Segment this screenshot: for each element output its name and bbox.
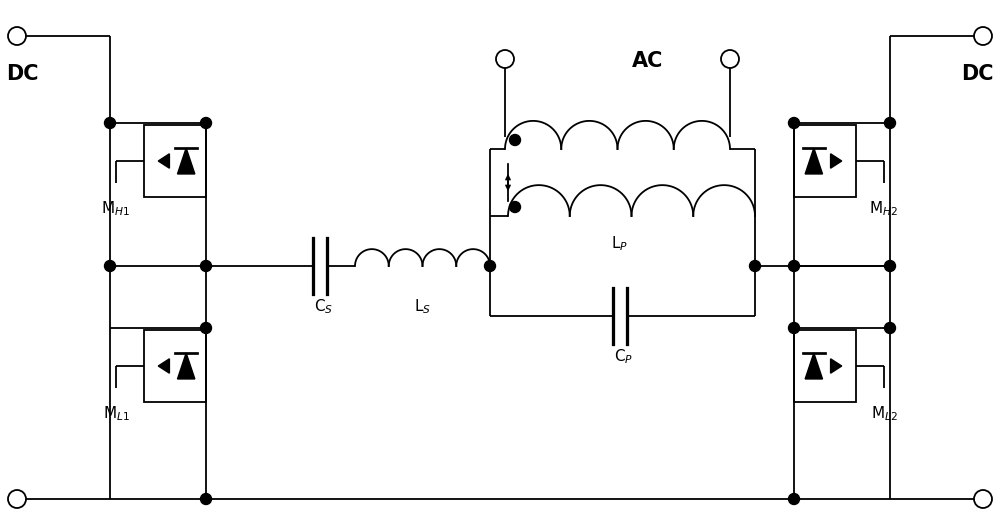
Polygon shape <box>158 154 169 168</box>
Polygon shape <box>158 359 169 373</box>
Text: AC: AC <box>632 51 663 71</box>
Text: C$_{P}$: C$_{P}$ <box>614 347 634 366</box>
Polygon shape <box>177 353 195 379</box>
Polygon shape <box>831 359 842 373</box>
Circle shape <box>885 118 896 129</box>
Text: M$_{L1}$: M$_{L1}$ <box>103 404 129 423</box>
Circle shape <box>200 493 212 504</box>
Circle shape <box>974 27 992 45</box>
Circle shape <box>788 322 800 333</box>
Text: M$_{H1}$: M$_{H1}$ <box>101 199 131 218</box>
Bar <box>794 125 856 197</box>
Text: C$_{S}$: C$_{S}$ <box>314 297 334 316</box>
Circle shape <box>8 490 26 508</box>
Circle shape <box>200 118 212 129</box>
Bar <box>144 330 206 402</box>
Circle shape <box>721 50 739 68</box>
Circle shape <box>8 27 26 45</box>
Circle shape <box>788 493 800 504</box>
Circle shape <box>496 50 514 68</box>
Polygon shape <box>805 353 823 379</box>
Text: M$_{H2}$: M$_{H2}$ <box>869 199 899 218</box>
Circle shape <box>788 260 800 271</box>
Text: M$_{L2}$: M$_{L2}$ <box>871 404 897 423</box>
Bar <box>794 330 856 402</box>
Circle shape <box>485 260 496 271</box>
Text: L$_{P}$: L$_{P}$ <box>611 234 629 253</box>
Circle shape <box>200 322 212 333</box>
Polygon shape <box>805 148 823 174</box>
Circle shape <box>885 260 896 271</box>
Circle shape <box>788 118 800 129</box>
Text: DC: DC <box>962 64 994 84</box>
Circle shape <box>885 322 896 333</box>
Bar <box>144 125 206 197</box>
Circle shape <box>510 202 520 213</box>
Text: L$_{S}$: L$_{S}$ <box>414 297 431 316</box>
Circle shape <box>104 118 116 129</box>
Polygon shape <box>831 154 842 168</box>
Polygon shape <box>177 148 195 174</box>
Circle shape <box>104 260 116 271</box>
Circle shape <box>750 260 761 271</box>
Circle shape <box>200 260 212 271</box>
Circle shape <box>510 134 520 145</box>
Text: DC: DC <box>6 64 38 84</box>
Circle shape <box>974 490 992 508</box>
